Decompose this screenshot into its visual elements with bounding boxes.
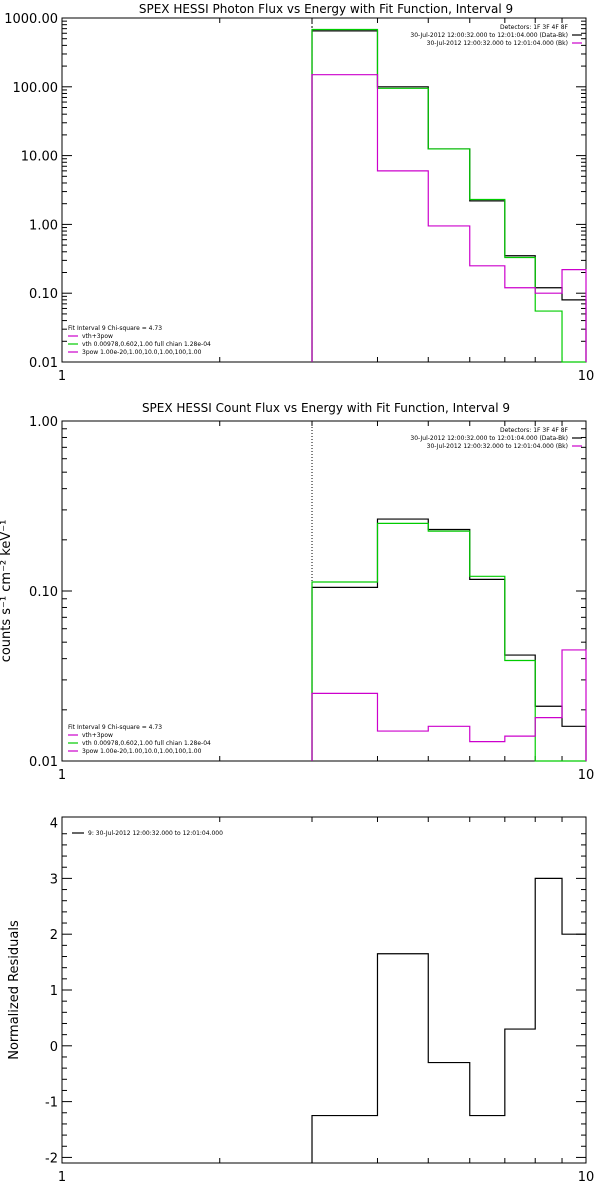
y-tick-label: 1	[50, 984, 58, 999]
count-flux-title: SPEX HESSI Count Flux vs Energy with Fit…	[142, 401, 510, 415]
count-flux-y-axis-label: counts s⁻¹ cm⁻² keV⁻¹	[0, 520, 14, 663]
y-tick-label: 3	[50, 872, 58, 887]
photon-flux-title: SPEX HESSI Photon Flux vs Energy with Fi…	[139, 2, 513, 16]
legend-entry: 30-Jul-2012 12:00:32.000 to 12:01:04.000…	[410, 32, 568, 39]
legend-entry: vth+3pow	[82, 732, 113, 739]
y-tick-label: 4	[50, 817, 58, 832]
y-tick-label: 0.01	[29, 356, 58, 371]
y-tick-label: 1.00	[29, 218, 58, 233]
series-line	[311, 522, 586, 762]
x-tick-label: 1	[58, 768, 66, 783]
x-tick-label: 10	[578, 768, 595, 783]
residuals-plot-frame	[61, 816, 587, 1164]
legend-entry: Detectors: 1F 3F 4F 8F	[500, 427, 569, 434]
legend-entry: Fit Interval 9 Chi-square = 4.73	[68, 325, 162, 332]
y-tick-label: -1	[45, 1096, 58, 1111]
x-tick-label: 1	[58, 1170, 66, 1185]
y-tick-label: 1.00	[29, 415, 58, 430]
series-line	[311, 649, 587, 761]
residuals-panel: Normalized Residuals 1 10 -2 -1 0 1 2 3 4 9: 30-J…	[7, 816, 595, 1185]
y-tick-label: -2	[45, 1151, 58, 1166]
count-flux-panel: SPEX HESSI Count Flux vs Energy with Fit…	[0, 401, 594, 783]
legend-entry: 30-Jul-2012 12:00:32.000 to 12:01:04.000…	[427, 40, 568, 47]
legend-entry: 3pow 1.00e-20,1.00,10.0,1.00,100,1.00	[82, 349, 202, 356]
legend-entry: vth 0.00978,0.602,1.00 full chian 1.28e-…	[82, 341, 211, 348]
legend-entry: 30-Jul-2012 12:00:32.000 to 12:01:04.000…	[410, 435, 568, 442]
residuals-y-axis-label: Normalized Residuals	[7, 920, 22, 1060]
legend-entry: 9: 30-Jul-2012 12:00:32.000 to 12:01:04.…	[88, 830, 223, 837]
photon-flux-plot-frame	[61, 17, 587, 363]
y-tick-label: 0.10	[29, 585, 58, 600]
y-tick-label: 10.00	[21, 150, 58, 165]
legend-entry: 3pow 1.00e-20,1.00,10.0,1.00,100,1.00	[82, 748, 202, 755]
y-tick-label: 0.10	[29, 287, 58, 302]
series-line	[311, 28, 586, 363]
x-tick-label: 1	[58, 369, 66, 384]
y-tick-label: 0.01	[29, 755, 58, 770]
series-line	[311, 877, 586, 1163]
legend-entry: Detectors: 1F 3F 4F 8F	[500, 24, 569, 31]
series-line	[311, 74, 587, 362]
x-tick-label: 10	[578, 1170, 595, 1185]
y-tick-label: 1000.00	[4, 12, 58, 27]
legend-entry: 30-Jul-2012 12:00:32.000 to 12:01:04.000…	[427, 443, 568, 450]
series-line	[311, 30, 587, 362]
y-tick-label: 100.00	[13, 81, 59, 96]
x-tick-label: 10	[578, 369, 595, 384]
count-flux-plot-frame	[61, 420, 587, 762]
legend-entry: vth 0.00978,0.602,1.00 full chian 1.28e-…	[82, 740, 211, 747]
y-tick-label: 2	[50, 928, 58, 943]
legend-entry: vth+3pow	[82, 333, 113, 340]
legend-entry: Fit Interval 9 Chi-square = 4.73	[68, 724, 162, 731]
y-tick-label: 0	[50, 1040, 58, 1055]
series-line	[311, 518, 587, 761]
photon-flux-panel: SPEX HESSI Photon Flux vs Energy with Fi…	[4, 2, 594, 384]
